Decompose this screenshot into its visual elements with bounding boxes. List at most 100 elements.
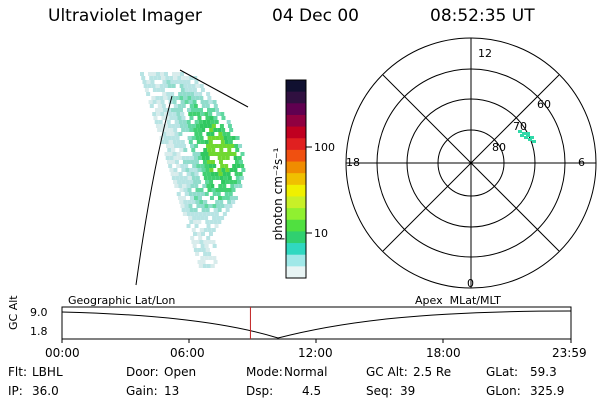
emission-pixel — [199, 188, 204, 192]
emission-pixel — [197, 128, 202, 132]
polar-emission-pixel — [520, 134, 524, 137]
emission-pixel — [198, 92, 203, 96]
emission-pixel — [162, 132, 167, 136]
emission-pixel — [208, 164, 213, 168]
emission-pixel — [171, 148, 176, 152]
emission-pixel — [160, 140, 165, 144]
emission-pixel — [221, 156, 226, 160]
emission-pixel — [166, 160, 171, 164]
colorbar-frame — [285, 79, 307, 279]
emission-pixel — [149, 104, 154, 108]
emission-pixel — [178, 80, 183, 84]
emission-pixel — [191, 124, 196, 128]
emission-pixel — [218, 132, 223, 136]
emission-pixel — [241, 168, 246, 172]
emission-pixel — [195, 200, 200, 204]
emission-pixel — [220, 164, 225, 168]
emission-pixel — [169, 168, 174, 172]
emission-pixel — [198, 264, 203, 268]
emission-pixel — [196, 140, 201, 144]
emission-pixel — [189, 220, 194, 224]
emission-pixel — [210, 264, 215, 268]
emission-pixel — [181, 196, 186, 200]
emission-pixel — [194, 184, 199, 188]
info-seq-value: 39 — [400, 384, 416, 398]
emission-pixel — [177, 76, 182, 80]
emission-pixel — [216, 216, 221, 220]
emission-pixel — [195, 176, 200, 180]
emission-pixel — [218, 144, 223, 148]
emission-pixel — [187, 124, 192, 128]
emission-pixel — [183, 176, 188, 180]
emission-pixel — [188, 140, 193, 144]
emission-pixel — [207, 96, 212, 100]
mlt-label-0: 0 — [467, 277, 474, 290]
emission-pixel — [189, 128, 194, 132]
emission-pixel — [177, 180, 182, 184]
emission-pixel — [178, 184, 183, 188]
polar-emission-pixel — [518, 130, 522, 133]
xtick-label-1800: 18:00 — [426, 346, 461, 360]
emission-pixel — [179, 148, 184, 152]
emission-pixel — [205, 180, 210, 184]
emission-pixel — [218, 184, 223, 188]
emission-pixel — [190, 212, 195, 216]
emission-pixel — [180, 164, 185, 168]
emission-pixel — [188, 88, 193, 92]
emission-pixel — [206, 212, 211, 216]
emission-pixel — [169, 76, 174, 80]
emission-pixel — [196, 192, 201, 196]
emission-pixel — [194, 132, 199, 136]
emission-pixel — [208, 204, 213, 208]
emission-pixel — [215, 136, 220, 140]
emission-pixel — [208, 100, 213, 104]
emission-pixel — [203, 148, 208, 152]
emission-pixel — [187, 84, 192, 88]
info-door-label: Door: — [126, 365, 159, 379]
emission-pixel — [162, 92, 167, 96]
lat-label-70: 70 — [513, 120, 527, 133]
emission-pixel — [166, 120, 171, 124]
emission-pixel — [207, 108, 212, 112]
emission-pixel — [200, 192, 205, 196]
time-label: 08:52:35 UT — [430, 6, 535, 26]
info-dsp-value: 4.5 — [302, 384, 322, 398]
polar-emission-pixel — [528, 138, 532, 141]
emission-pixel — [201, 128, 206, 132]
emission-pixel — [180, 88, 185, 92]
emission-pixel — [218, 172, 223, 176]
emission-pixel — [202, 184, 207, 188]
emission-pixel — [163, 136, 168, 140]
emission-pixel — [195, 108, 200, 112]
emission-pixel — [143, 84, 148, 88]
emission-pixel — [153, 116, 158, 120]
emission-pixel — [227, 124, 232, 128]
emission-pixel — [191, 240, 196, 244]
emission-pixel — [169, 116, 174, 120]
emission-pixel — [211, 136, 216, 140]
emission-pixel — [161, 116, 166, 120]
emission-pixel — [177, 196, 182, 200]
emission-pixel — [174, 144, 179, 148]
emission-pixel — [187, 188, 192, 192]
info-gain-label: Gain: — [126, 384, 158, 398]
emission-pixel — [179, 188, 184, 192]
emission-pixel — [173, 180, 178, 184]
emission-pixel — [152, 100, 157, 104]
emission-pixel — [186, 160, 191, 164]
emission-pixel — [191, 176, 196, 180]
colorbar-band — [286, 173, 306, 186]
emission-pixel — [201, 156, 206, 160]
emission-pixel — [212, 164, 217, 168]
emission-pixel — [183, 124, 188, 128]
emission-pixel — [193, 104, 198, 108]
info-gcalt-label: GC Alt: — [366, 365, 408, 379]
emission-pixel — [210, 120, 215, 124]
emission-pixel — [189, 208, 194, 212]
emission-pixel — [211, 240, 216, 244]
emission-pixel — [222, 172, 227, 176]
emission-pixel — [171, 84, 176, 88]
emission-pixel — [167, 108, 172, 112]
info-glat-value: 59.3 — [530, 365, 557, 379]
emission-pixel — [166, 92, 171, 96]
